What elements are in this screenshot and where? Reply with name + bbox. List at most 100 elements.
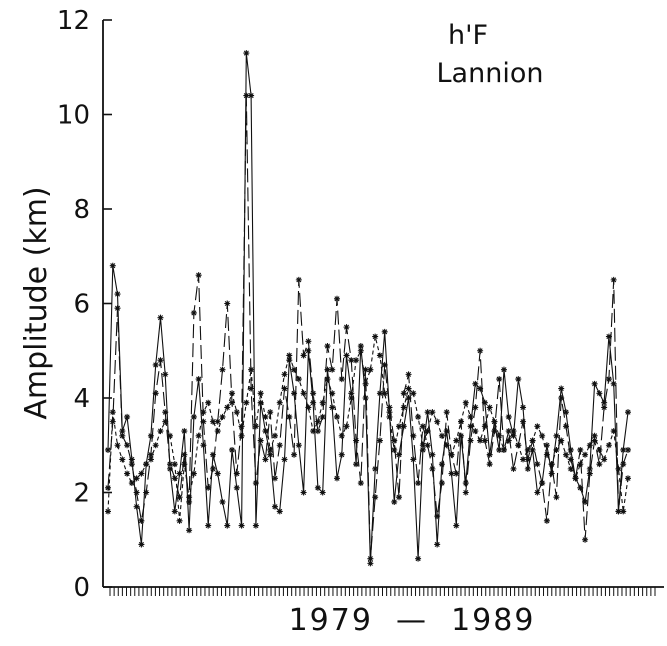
data-point-marker — [524, 465, 531, 472]
data-point-marker — [138, 541, 145, 548]
data-point-marker — [219, 498, 226, 505]
data-point-marker — [195, 272, 202, 279]
data-point-marker — [586, 465, 593, 472]
data-point-marker — [238, 423, 245, 430]
data-point-marker — [601, 456, 608, 463]
data-point-marker — [157, 357, 164, 364]
data-point-marker — [462, 399, 469, 406]
data-point-marker — [205, 399, 212, 406]
data-point-marker — [505, 437, 512, 444]
data-point-marker — [171, 475, 178, 482]
data-point-marker — [353, 437, 360, 444]
data-point-marker — [324, 343, 331, 350]
data-point-marker — [143, 489, 150, 496]
data-point-marker — [539, 480, 546, 487]
data-point-marker — [505, 428, 512, 435]
data-point-marker — [305, 338, 312, 345]
data-point-marker — [205, 522, 212, 529]
data-point-marker — [105, 484, 111, 491]
data-point-marker — [486, 451, 493, 458]
data-point-marker — [376, 390, 383, 397]
data-point-marker — [190, 309, 197, 316]
data-point-marker — [333, 295, 340, 302]
data-point-marker — [520, 418, 527, 425]
data-point-marker — [291, 390, 298, 397]
data-point-marker — [577, 484, 584, 491]
data-point-marker — [424, 409, 431, 416]
data-point-marker — [529, 437, 536, 444]
data-point-marker — [553, 446, 560, 453]
data-point-marker — [372, 333, 379, 340]
data-point-marker — [376, 352, 383, 359]
data-point-marker — [419, 446, 426, 453]
data-point-marker — [376, 437, 383, 444]
data-point-marker — [281, 371, 288, 378]
data-point-marker — [496, 432, 503, 439]
data-point-marker — [543, 517, 550, 524]
data-point-marker — [229, 399, 236, 406]
data-point-marker — [458, 418, 465, 425]
data-point-marker — [372, 465, 379, 472]
data-point-marker — [477, 437, 484, 444]
data-point-marker — [596, 446, 603, 453]
data-point-marker — [319, 399, 326, 406]
data-point-marker — [281, 456, 288, 463]
series-line-2 — [107, 95, 629, 560]
data-point-marker — [319, 413, 326, 420]
data-point-marker — [147, 456, 154, 463]
data-point-marker — [124, 470, 131, 477]
data-point-marker — [162, 418, 169, 425]
data-point-marker — [424, 428, 431, 435]
data-point-marker — [276, 399, 283, 406]
data-point-marker — [601, 399, 608, 406]
data-point-marker — [410, 390, 417, 397]
data-point-marker — [396, 423, 403, 430]
data-point-marker — [610, 428, 617, 435]
data-point-marker — [343, 352, 350, 359]
data-point-marker — [386, 404, 393, 411]
data-point-marker — [271, 432, 278, 439]
data-point-marker — [596, 461, 603, 468]
data-point-marker — [362, 366, 369, 373]
data-point-marker — [214, 418, 221, 425]
data-point-marker — [329, 404, 336, 411]
data-point-marker — [276, 508, 283, 515]
data-point-marker — [577, 461, 584, 468]
data-point-marker — [229, 446, 236, 453]
data-point-marker — [271, 503, 278, 510]
data-point-marker — [410, 432, 417, 439]
data-point-marker — [367, 366, 374, 373]
data-point-marker — [529, 446, 536, 453]
data-point-marker — [152, 361, 159, 368]
data-point-marker — [152, 390, 159, 397]
data-point-marker — [400, 404, 407, 411]
data-point-marker — [128, 480, 135, 487]
data-point-marker — [119, 432, 126, 439]
data-point-marker — [195, 432, 202, 439]
data-point-marker — [167, 432, 174, 439]
data-point-marker — [157, 314, 164, 321]
data-point-marker — [438, 480, 445, 487]
data-point-marker — [396, 494, 403, 501]
data-point-marker — [400, 390, 407, 397]
data-point-marker — [314, 418, 321, 425]
data-point-marker — [114, 442, 121, 449]
data-point-marker — [543, 442, 550, 449]
data-point-marker — [209, 465, 216, 472]
data-point-marker — [510, 465, 517, 472]
data-point-marker — [548, 470, 555, 477]
data-point-marker — [128, 456, 135, 463]
data-point-marker — [329, 390, 336, 397]
data-point-marker — [348, 395, 355, 401]
data-point-marker — [300, 390, 307, 397]
data-point-marker — [262, 456, 269, 463]
data-point-marker — [300, 489, 307, 496]
data-point-marker — [324, 376, 331, 383]
data-point-marker — [620, 508, 627, 515]
data-point-marker — [147, 432, 154, 439]
data-point-marker — [281, 385, 288, 392]
data-point-marker — [119, 456, 126, 463]
data-point-marker — [415, 480, 422, 487]
data-point-marker — [257, 390, 264, 397]
data-point-marker — [186, 498, 193, 505]
